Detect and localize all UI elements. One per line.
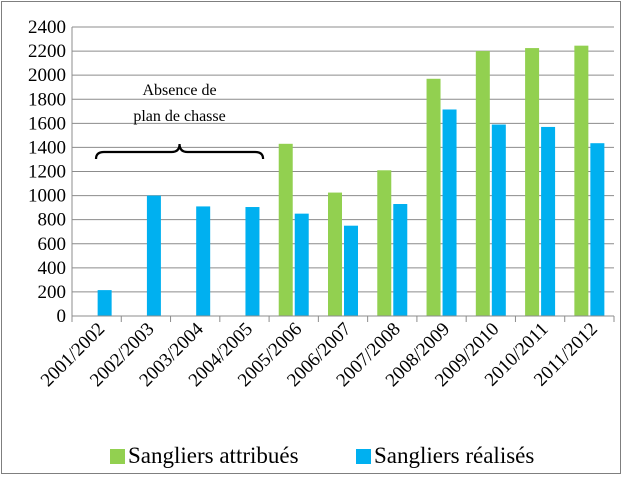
y-tick-label-1000: 1000	[28, 186, 66, 207]
annotation: Absence de plan de chasse	[94, 82, 265, 160]
x-tick-labels: 2001/20022002/20032003/20042004/20052005…	[37, 318, 602, 391]
bar-sangliers-r-alis-s-2005-2006	[294, 213, 309, 316]
bar-sangliers-attribu-s-2005-2006	[278, 143, 293, 316]
bar-sangliers-r-alis-s-2010-2011	[541, 126, 556, 316]
y-tick-label-400: 400	[38, 258, 67, 279]
annotation-brace	[94, 143, 265, 160]
bar-sangliers-r-alis-s-2004-2005	[245, 207, 260, 316]
bar-sangliers-attribu-s-2007-2008	[377, 170, 392, 316]
y-tick-label-2400: 2400	[28, 17, 66, 38]
y-tick-label-800: 800	[38, 210, 67, 231]
bar-sangliers-r-alis-s-2002-2003	[146, 195, 161, 316]
bar-sangliers-r-alis-s-2009-2010	[491, 124, 506, 316]
legend-label-realises: Sangliers réalisés	[374, 443, 534, 468]
bar-sangliers-r-alis-s-2006-2007	[344, 225, 358, 316]
y-tick-label-0: 0	[57, 306, 67, 327]
legend-label-attribues: Sangliers attribués	[128, 443, 299, 468]
bar-sangliers-r-alis-s-2011-2012	[590, 143, 605, 316]
bar-sangliers-r-alis-s-2008-2009	[442, 109, 457, 317]
y-tick-label-2200: 2200	[28, 41, 66, 62]
y-tick-label-1200: 1200	[28, 162, 66, 183]
bars	[97, 45, 605, 317]
bar-sangliers-attribu-s-2009-2010	[475, 51, 490, 316]
bar-sangliers-attribu-s-2008-2009	[426, 78, 441, 316]
y-tick-labels: 0 200 400 600 800 1000 1200 1400 1600 1800 2000 220…	[28, 17, 66, 327]
bar-sangliers-attribu-s-2006-2007	[328, 192, 342, 316]
bar-sangliers-attribu-s-2011-2012	[574, 45, 589, 317]
y-tick-label-2000: 2000	[28, 65, 66, 86]
y-tick-label-600: 600	[38, 234, 67, 255]
bar-sangliers-r-alis-s-2007-2008	[393, 204, 408, 316]
bar-sangliers-r-alis-s-2003-2004	[196, 206, 211, 316]
bar-sangliers-r-alis-s-2001-2002	[97, 290, 112, 316]
legend-swatch-realises	[356, 449, 371, 464]
y-tick-label-1800: 1800	[28, 89, 66, 110]
y-tick-label-200: 200	[38, 282, 67, 303]
y-tick-label-1600: 1600	[28, 113, 66, 134]
annotation-text-line-2: plan de chasse	[133, 108, 225, 125]
legend: Sangliers attribués Sangliers réalisés	[110, 443, 534, 468]
y-tick-label-1400: 1400	[28, 137, 66, 158]
axes	[71, 27, 615, 322]
annotation-text-line-1: Absence de	[142, 82, 216, 99]
bar-sangliers-attribu-s-2010-2011	[525, 48, 540, 317]
legend-swatch-attribues	[110, 449, 125, 464]
